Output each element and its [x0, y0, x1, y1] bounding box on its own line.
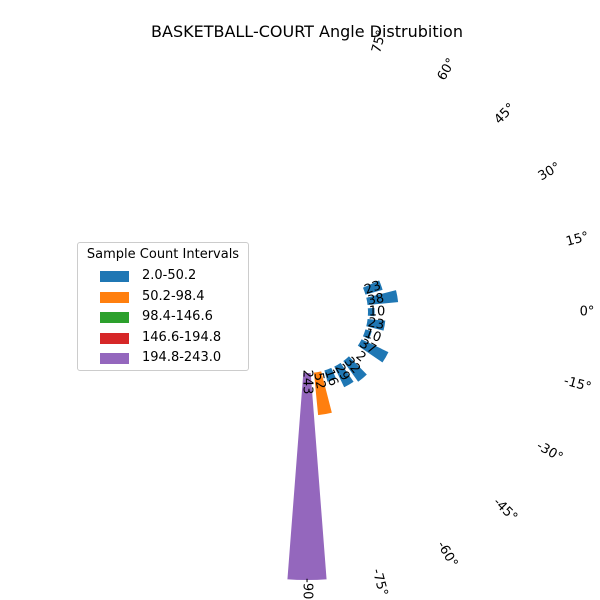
bar-11 [360, 277, 386, 298]
bar-value-label-1: 52 [310, 371, 328, 390]
angle-tick-4: -30° [534, 439, 566, 466]
legend-label: 50.2-98.4 [142, 288, 205, 304]
bar-5 [348, 345, 359, 357]
chart-title: BASKETBALL-COURT Angle Distrubition [151, 22, 463, 41]
bar-4 [340, 353, 370, 385]
bar-10 [363, 287, 401, 308]
angle-tick-5: -15° [562, 374, 593, 396]
bar-0 [285, 370, 329, 582]
angle-tick-1: -75° [369, 567, 391, 598]
bar-2 [321, 365, 339, 385]
bar-1 [311, 368, 335, 418]
angle-tick-10: 60° [435, 56, 460, 83]
bar-value-label-8: 23 [366, 315, 385, 333]
legend-swatch [100, 271, 129, 282]
legend-swatch [100, 332, 129, 344]
angle-ticks-layer: -90° -75° -60° -45° -30° -15° 0° 15° 30° 45° 60° 75… [300, 28, 595, 600]
legend-label: 194.8-243.0 [142, 350, 222, 365]
legend-swatch [100, 291, 129, 303]
angle-tick-9: 45° [492, 101, 519, 128]
bars-layer [285, 277, 401, 582]
legend: Sample Count Intervals 2.0-50.2 50.2-98.4… [77, 242, 249, 371]
angle-tick-7: 15° [564, 229, 590, 249]
angle-tick-0: -90° [300, 578, 315, 600]
bar-8 [363, 316, 388, 334]
angle-tick-8: 30° [536, 160, 563, 185]
bar-value-label-7: 10 [362, 326, 383, 346]
legend-swatch [100, 312, 129, 323]
bar-9 [365, 305, 377, 319]
bar-value-label-0: 243 [300, 370, 315, 395]
angle-tick-3: -45° [490, 495, 520, 525]
legend-swatch [100, 353, 129, 364]
bar-value-label-3: 29 [331, 362, 352, 384]
legend-label: 2.0-50.2 [142, 268, 197, 283]
bar-6 [355, 336, 392, 366]
angle-tick-11: 75° [369, 28, 389, 54]
bar-value-label-10: 38 [366, 291, 385, 309]
legend-label: 146.6-194.8 [142, 329, 222, 345]
angle-tick-6: 0° [580, 305, 595, 320]
bar-value-label-9: 10 [369, 305, 386, 320]
bar-value-label-2: 16 [321, 367, 341, 388]
bar-3 [331, 360, 357, 390]
bar-value-label-11: 23 [362, 278, 383, 298]
bar-value-label-6: 37 [357, 336, 379, 357]
bar-7 [360, 326, 375, 342]
angle-tick-2: -60° [434, 539, 461, 571]
legend-label: 98.4-146.6 [142, 309, 213, 324]
legend-title: Sample Count Intervals [86, 247, 240, 262]
